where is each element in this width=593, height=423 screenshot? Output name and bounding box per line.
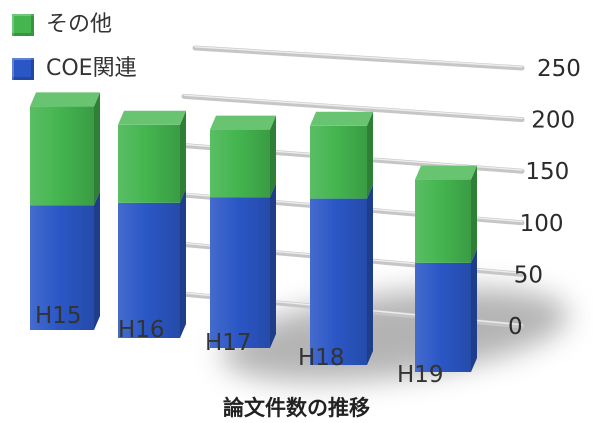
bar-stack-h18 <box>310 111 373 365</box>
bar-h18-series-1 <box>310 125 367 199</box>
bar-top-h18 <box>310 111 373 126</box>
bar-h17-series-1 <box>210 129 270 198</box>
bar-h19-series-0 <box>415 262 471 372</box>
x-tick-label-h17: H17 <box>205 330 252 356</box>
y-tick-label-100: 100 <box>520 211 564 237</box>
gridline-highlight <box>183 94 523 120</box>
bar-h17-series-0 <box>210 197 270 348</box>
gridline-highlight <box>194 46 523 68</box>
x-axis: H15 H16 H17 H18 H19 <box>35 303 444 388</box>
x-tick-label-h19: H19 <box>397 362 444 388</box>
bar-side-h15-series-0 <box>94 191 100 330</box>
legend-label: その他 <box>46 12 113 37</box>
bar-side-h18-series-0 <box>367 184 373 365</box>
floor-shadow <box>221 288 569 382</box>
legend-swatch <box>12 14 34 36</box>
bar-stack-h15 <box>30 92 100 330</box>
x-tick-label-h15: H15 <box>35 303 82 329</box>
bar-stack-h19 <box>415 165 477 372</box>
x-tick-label-h16: H16 <box>118 317 165 343</box>
legend-label: COE関連 <box>46 56 137 81</box>
bar-top-h19 <box>415 165 477 180</box>
bar-top-h16 <box>118 110 186 125</box>
x-tick-label-h18: H18 <box>298 345 345 371</box>
bars <box>30 92 477 372</box>
y-axis: 0 50 100 150 200 250 <box>508 56 581 340</box>
bar-side-h19-series-0 <box>471 248 477 372</box>
bar-h16-series-0 <box>118 202 180 338</box>
bar-side-h19-series-1 <box>471 165 477 263</box>
legend-swatch <box>12 58 34 80</box>
legend-item-series-0: COE関連 <box>12 58 137 80</box>
chart-title: 論文件数の推移 <box>223 396 370 420</box>
gridline-250 <box>192 45 525 71</box>
y-tick-label-150: 150 <box>525 159 569 185</box>
bar-h18-series-0 <box>310 198 367 365</box>
bar-top-h15 <box>30 92 100 107</box>
bar-h19-series-1 <box>415 179 471 263</box>
bar-side-h15-series-1 <box>94 92 100 206</box>
bar-h16-series-1 <box>118 124 180 203</box>
bar-side-h16-series-0 <box>180 188 186 338</box>
bar-stack-h16 <box>118 110 186 338</box>
y-tick-label-250: 250 <box>537 56 581 82</box>
bar-stack-h17 <box>210 115 276 348</box>
legend-item-series-1: その他 <box>12 14 137 36</box>
bar-side-h16-series-1 <box>180 110 186 203</box>
y-tick-label-0: 0 <box>508 314 523 340</box>
bar-side-h18-series-1 <box>367 111 373 199</box>
gridline-200 <box>181 93 525 123</box>
bar-side-h17-series-0 <box>270 183 276 348</box>
y-tick-label-50: 50 <box>514 262 543 288</box>
y-tick-label-200: 200 <box>531 108 575 134</box>
bar-h15-series-1 <box>30 106 94 206</box>
bar-h15-series-0 <box>30 205 94 330</box>
bar-top-h17 <box>210 115 276 130</box>
legend: その他 COE関連 <box>12 14 137 102</box>
bar-side-h17-series-1 <box>270 115 276 198</box>
